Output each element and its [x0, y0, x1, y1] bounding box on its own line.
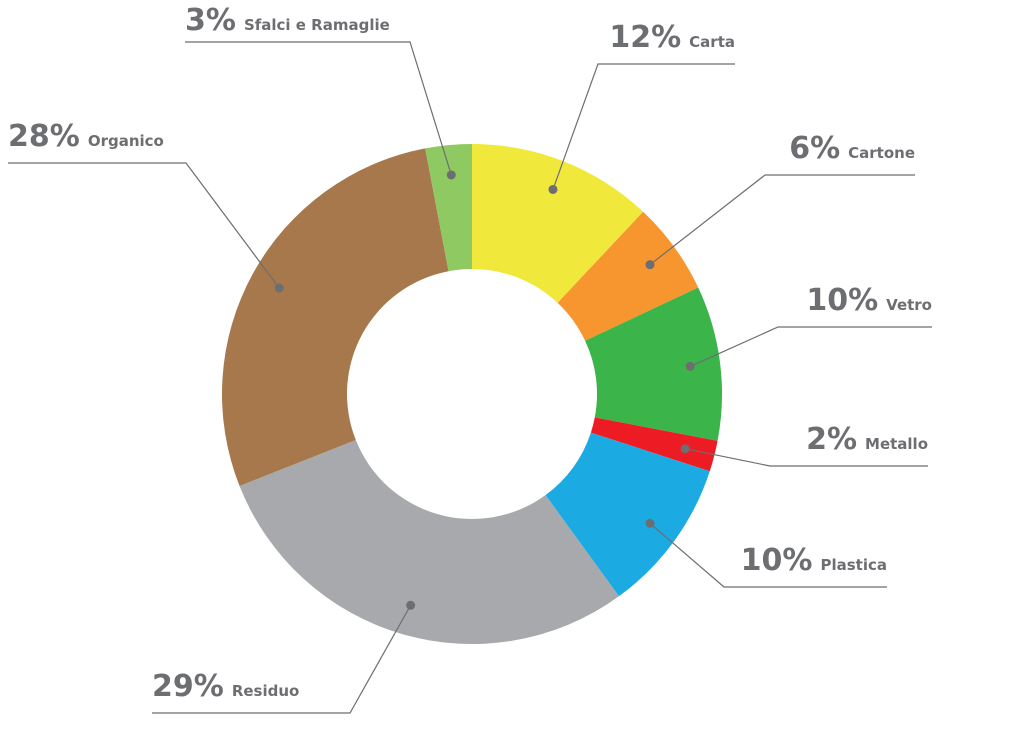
slice-name: Carta — [689, 33, 735, 51]
slice-label: 6% Cartone — [789, 131, 915, 166]
slice-label: 29% Residuo — [152, 669, 299, 704]
leader-dot — [645, 518, 655, 528]
donut-slice — [222, 148, 449, 487]
leader-line — [690, 326, 932, 367]
leader-dot — [685, 361, 695, 371]
leader-line — [8, 162, 280, 289]
slice-percent: 6% — [789, 131, 840, 166]
slice-percent: 2% — [806, 422, 857, 457]
slice-label: 10% Vetro — [806, 283, 932, 318]
donut-slice — [239, 440, 619, 645]
slice-label: 28% Organico — [8, 119, 164, 154]
slice-label: 3% Sfalci e Ramaglie — [185, 3, 390, 38]
slice-percent: 10% — [806, 283, 878, 318]
leader-line — [152, 604, 412, 714]
slice-name: Cartone — [848, 144, 915, 162]
donut-slice — [425, 144, 472, 272]
leader-dot — [274, 283, 284, 293]
donut-slice — [545, 432, 710, 597]
slice-name: Sfalci e Ramaglie — [244, 16, 390, 34]
leader-dot — [446, 170, 456, 180]
slice-percent: 10% — [741, 543, 813, 578]
slice-percent: 29% — [152, 669, 224, 704]
slice-name: Plastica — [820, 556, 887, 574]
slice-percent: 12% — [609, 20, 681, 55]
leader-dot — [548, 184, 558, 194]
leader-dot — [680, 444, 690, 454]
leader-line — [552, 63, 735, 190]
leader-line — [185, 41, 452, 176]
slice-label: 10% Plastica — [741, 543, 887, 578]
leader-line — [684, 448, 928, 467]
donut-slice — [557, 211, 699, 341]
slice-label: 2% Metallo — [806, 422, 928, 457]
donut-slice — [585, 287, 722, 441]
donut-slice — [472, 144, 644, 303]
slice-name: Organico — [88, 132, 164, 150]
slice-name: Metallo — [865, 435, 928, 453]
slice-name: Residuo — [232, 682, 300, 700]
leader-line — [649, 522, 887, 588]
slice-percent: 3% — [185, 3, 236, 38]
leader-dot — [406, 600, 416, 610]
slice-label: 12% Carta — [609, 20, 735, 55]
slice-percent: 28% — [8, 119, 80, 154]
leader-dot — [645, 260, 655, 270]
donut-slice — [590, 417, 718, 472]
slice-name: Vetro — [886, 296, 932, 314]
leader-line — [649, 174, 915, 266]
